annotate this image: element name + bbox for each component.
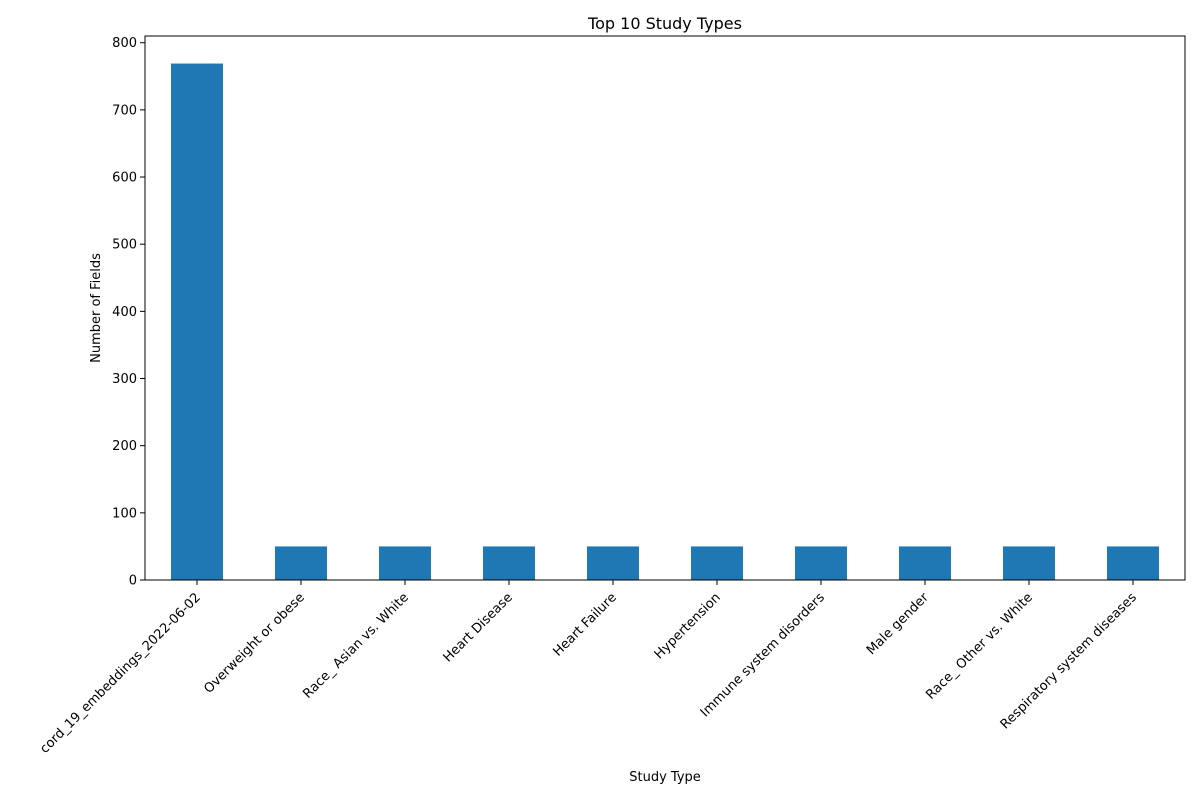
bar-3 — [483, 546, 535, 580]
x-axis: cord_19_embeddings_2022-06-02Overweight … — [37, 580, 1140, 757]
x-tick-label-3: Heart Disease — [441, 590, 516, 665]
x-tick-label-6: Immune system disorders — [698, 590, 828, 720]
bar-2 — [379, 546, 431, 580]
x-axis-label: Study Type — [629, 770, 701, 785]
y-tick-label-3: 300 — [112, 372, 137, 387]
y-tick-label-6: 600 — [112, 171, 137, 186]
y-tick-label-0: 0 — [129, 574, 137, 589]
x-tick-label-8: Race_ Other vs. White — [923, 590, 1035, 702]
x-tick-label-4: Heart Failure — [550, 590, 619, 659]
x-tick-label-7: Male gender — [864, 590, 932, 658]
x-tick-label-1: Overweight or obese — [201, 590, 308, 697]
x-tick-label-2: Race_ Asian vs. White — [300, 590, 411, 701]
bar-0 — [171, 63, 223, 580]
chart-title: Top 10 Study Types — [587, 14, 742, 33]
bar-9 — [1107, 546, 1159, 580]
x-tick-label-0: cord_19_embeddings_2022-06-02 — [37, 590, 203, 756]
y-axis-label: Number of Fields — [89, 253, 104, 363]
bar-6 — [795, 546, 847, 580]
bar-5 — [691, 546, 743, 580]
bars-group — [171, 63, 1159, 580]
bar-4 — [587, 546, 639, 580]
y-tick-label-8: 800 — [112, 36, 137, 51]
y-tick-label-4: 400 — [112, 305, 137, 320]
y-tick-label-5: 500 — [112, 238, 137, 253]
plot-frame — [144, 35, 1186, 581]
y-axis: 0 100 200 300 400 500 600 700 800 — [112, 36, 145, 589]
bar-8 — [1003, 546, 1055, 580]
bar-1 — [275, 546, 327, 580]
y-tick-label-1: 100 — [112, 506, 137, 521]
y-tick-label-7: 700 — [112, 103, 137, 118]
y-tick-label-2: 200 — [112, 439, 137, 454]
x-tick-label-5: Hypertension — [652, 590, 724, 662]
bar-7 — [899, 546, 951, 580]
